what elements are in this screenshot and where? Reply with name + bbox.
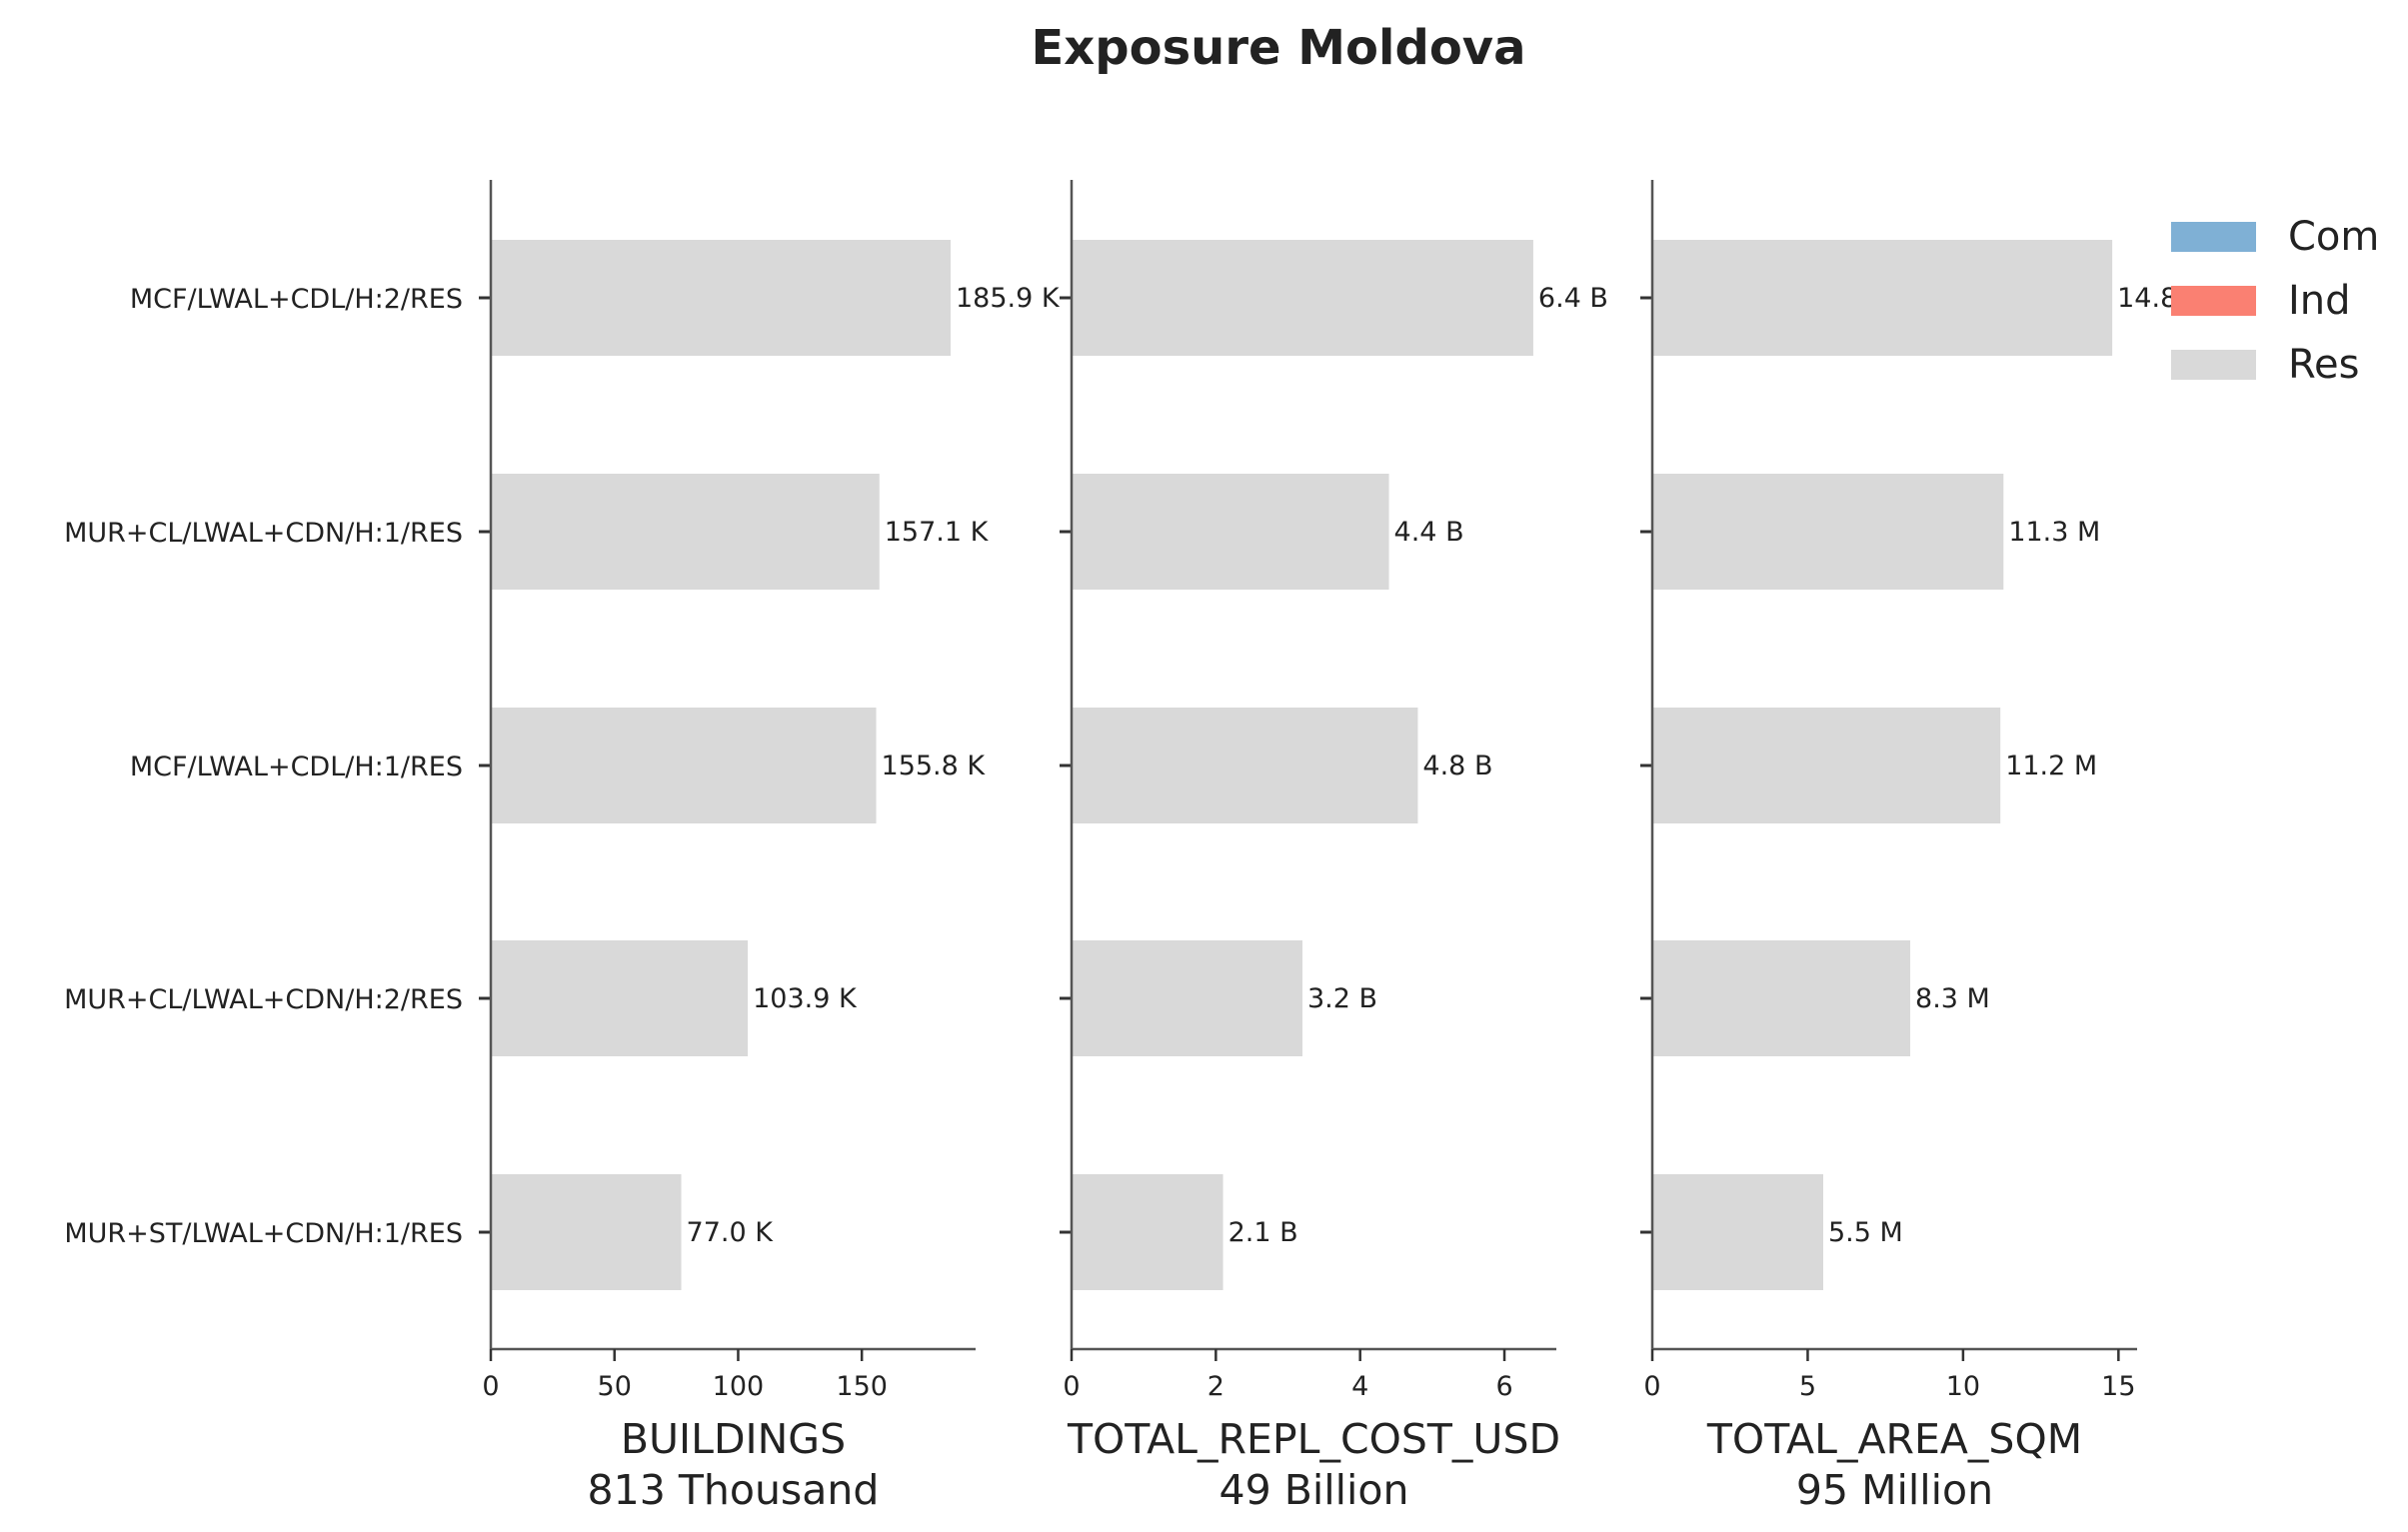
bar-1-0 [1072, 240, 1533, 356]
value-label-2-3: 8.3 M [1915, 983, 1990, 1014]
category-label-2: MCF/LWAL+CDL/H:1/RES [130, 752, 463, 782]
x-axis-label-0: BUILDINGS [621, 1415, 846, 1463]
x-axis-label-2: TOTAL_AREA_SQM [1706, 1415, 2082, 1463]
bar-2-2 [1652, 708, 2001, 823]
x-tick-label-1-2: 4 [1351, 1371, 1368, 1402]
bar-2-0 [1652, 240, 2113, 356]
legend-label-0: Com [2288, 214, 2379, 260]
value-label-1-4: 2.1 B [1228, 1217, 1298, 1248]
value-label-0-2: 155.8 K [882, 751, 987, 781]
value-label-1-3: 3.2 B [1307, 983, 1377, 1014]
value-label-1-1: 4.4 B [1394, 517, 1464, 548]
bar-1-2 [1072, 708, 1418, 823]
x-tick-label-1-1: 2 [1207, 1371, 1224, 1402]
x-tick-label-0-3: 150 [836, 1371, 888, 1402]
value-label-1-0: 6.4 B [1538, 283, 1608, 314]
x-tick-label-0-2: 100 [713, 1371, 765, 1402]
bar-2-1 [1652, 474, 2004, 590]
x-tick-label-1-0: 0 [1063, 1371, 1080, 1402]
bar-0-3 [491, 940, 749, 1056]
bar-1-4 [1072, 1174, 1223, 1290]
value-label-1-2: 4.8 B [1422, 751, 1492, 781]
value-label-2-1: 11.3 M [2008, 517, 2100, 548]
value-label-2-4: 5.5 M [1828, 1217, 1903, 1248]
legend-swatch-2 [2171, 350, 2256, 380]
x-tick-label-2-2: 10 [1946, 1371, 1980, 1402]
category-label-0: MCF/LWAL+CDL/H:2/RES [130, 284, 463, 315]
bar-0-1 [491, 474, 880, 590]
panel-subtitle-1: 49 Billion [1219, 1466, 1409, 1514]
bar-0-4 [491, 1174, 682, 1290]
value-label-0-3: 103.9 K [753, 983, 858, 1014]
x-tick-label-0-1: 50 [598, 1371, 632, 1402]
value-label-0-0: 185.9 K [956, 283, 1061, 314]
bar-2-3 [1652, 940, 1911, 1056]
bar-2-4 [1652, 1174, 1823, 1290]
x-tick-label-0-0: 0 [482, 1371, 499, 1402]
x-tick-label-1-3: 6 [1495, 1371, 1512, 1402]
panel-subtitle-0: 813 Thousand [588, 1466, 880, 1514]
legend-swatch-0 [2171, 222, 2256, 252]
value-label-2-2: 11.2 M [2005, 751, 2097, 781]
value-label-0-1: 157.1 K [885, 517, 990, 548]
category-label-3: MUR+CL/LWAL+CDN/H:2/RES [64, 984, 463, 1015]
legend-label-1: Ind [2288, 278, 2351, 324]
legend-swatch-1 [2171, 286, 2256, 316]
category-label-4: MUR+ST/LWAL+CDN/H:1/RES [64, 1218, 463, 1249]
x-axis-label-1: TOTAL_REPL_COST_USD [1067, 1415, 1560, 1463]
panel-subtitle-2: 95 Million [1796, 1466, 1993, 1514]
bar-0-0 [491, 240, 952, 356]
bar-1-1 [1072, 474, 1389, 590]
bar-1-3 [1072, 940, 1302, 1056]
x-tick-label-2-3: 15 [2101, 1371, 2135, 1402]
chart-title: Exposure Moldova [1032, 20, 1526, 76]
category-label-1: MUR+CL/LWAL+CDN/H:1/RES [64, 518, 463, 549]
bar-0-2 [491, 708, 877, 823]
value-label-0-4: 77.0 K [687, 1217, 775, 1248]
x-tick-label-2-0: 0 [1643, 1371, 1660, 1402]
x-tick-label-2-1: 5 [1799, 1371, 1816, 1402]
legend-label-2: Res [2288, 342, 2359, 388]
